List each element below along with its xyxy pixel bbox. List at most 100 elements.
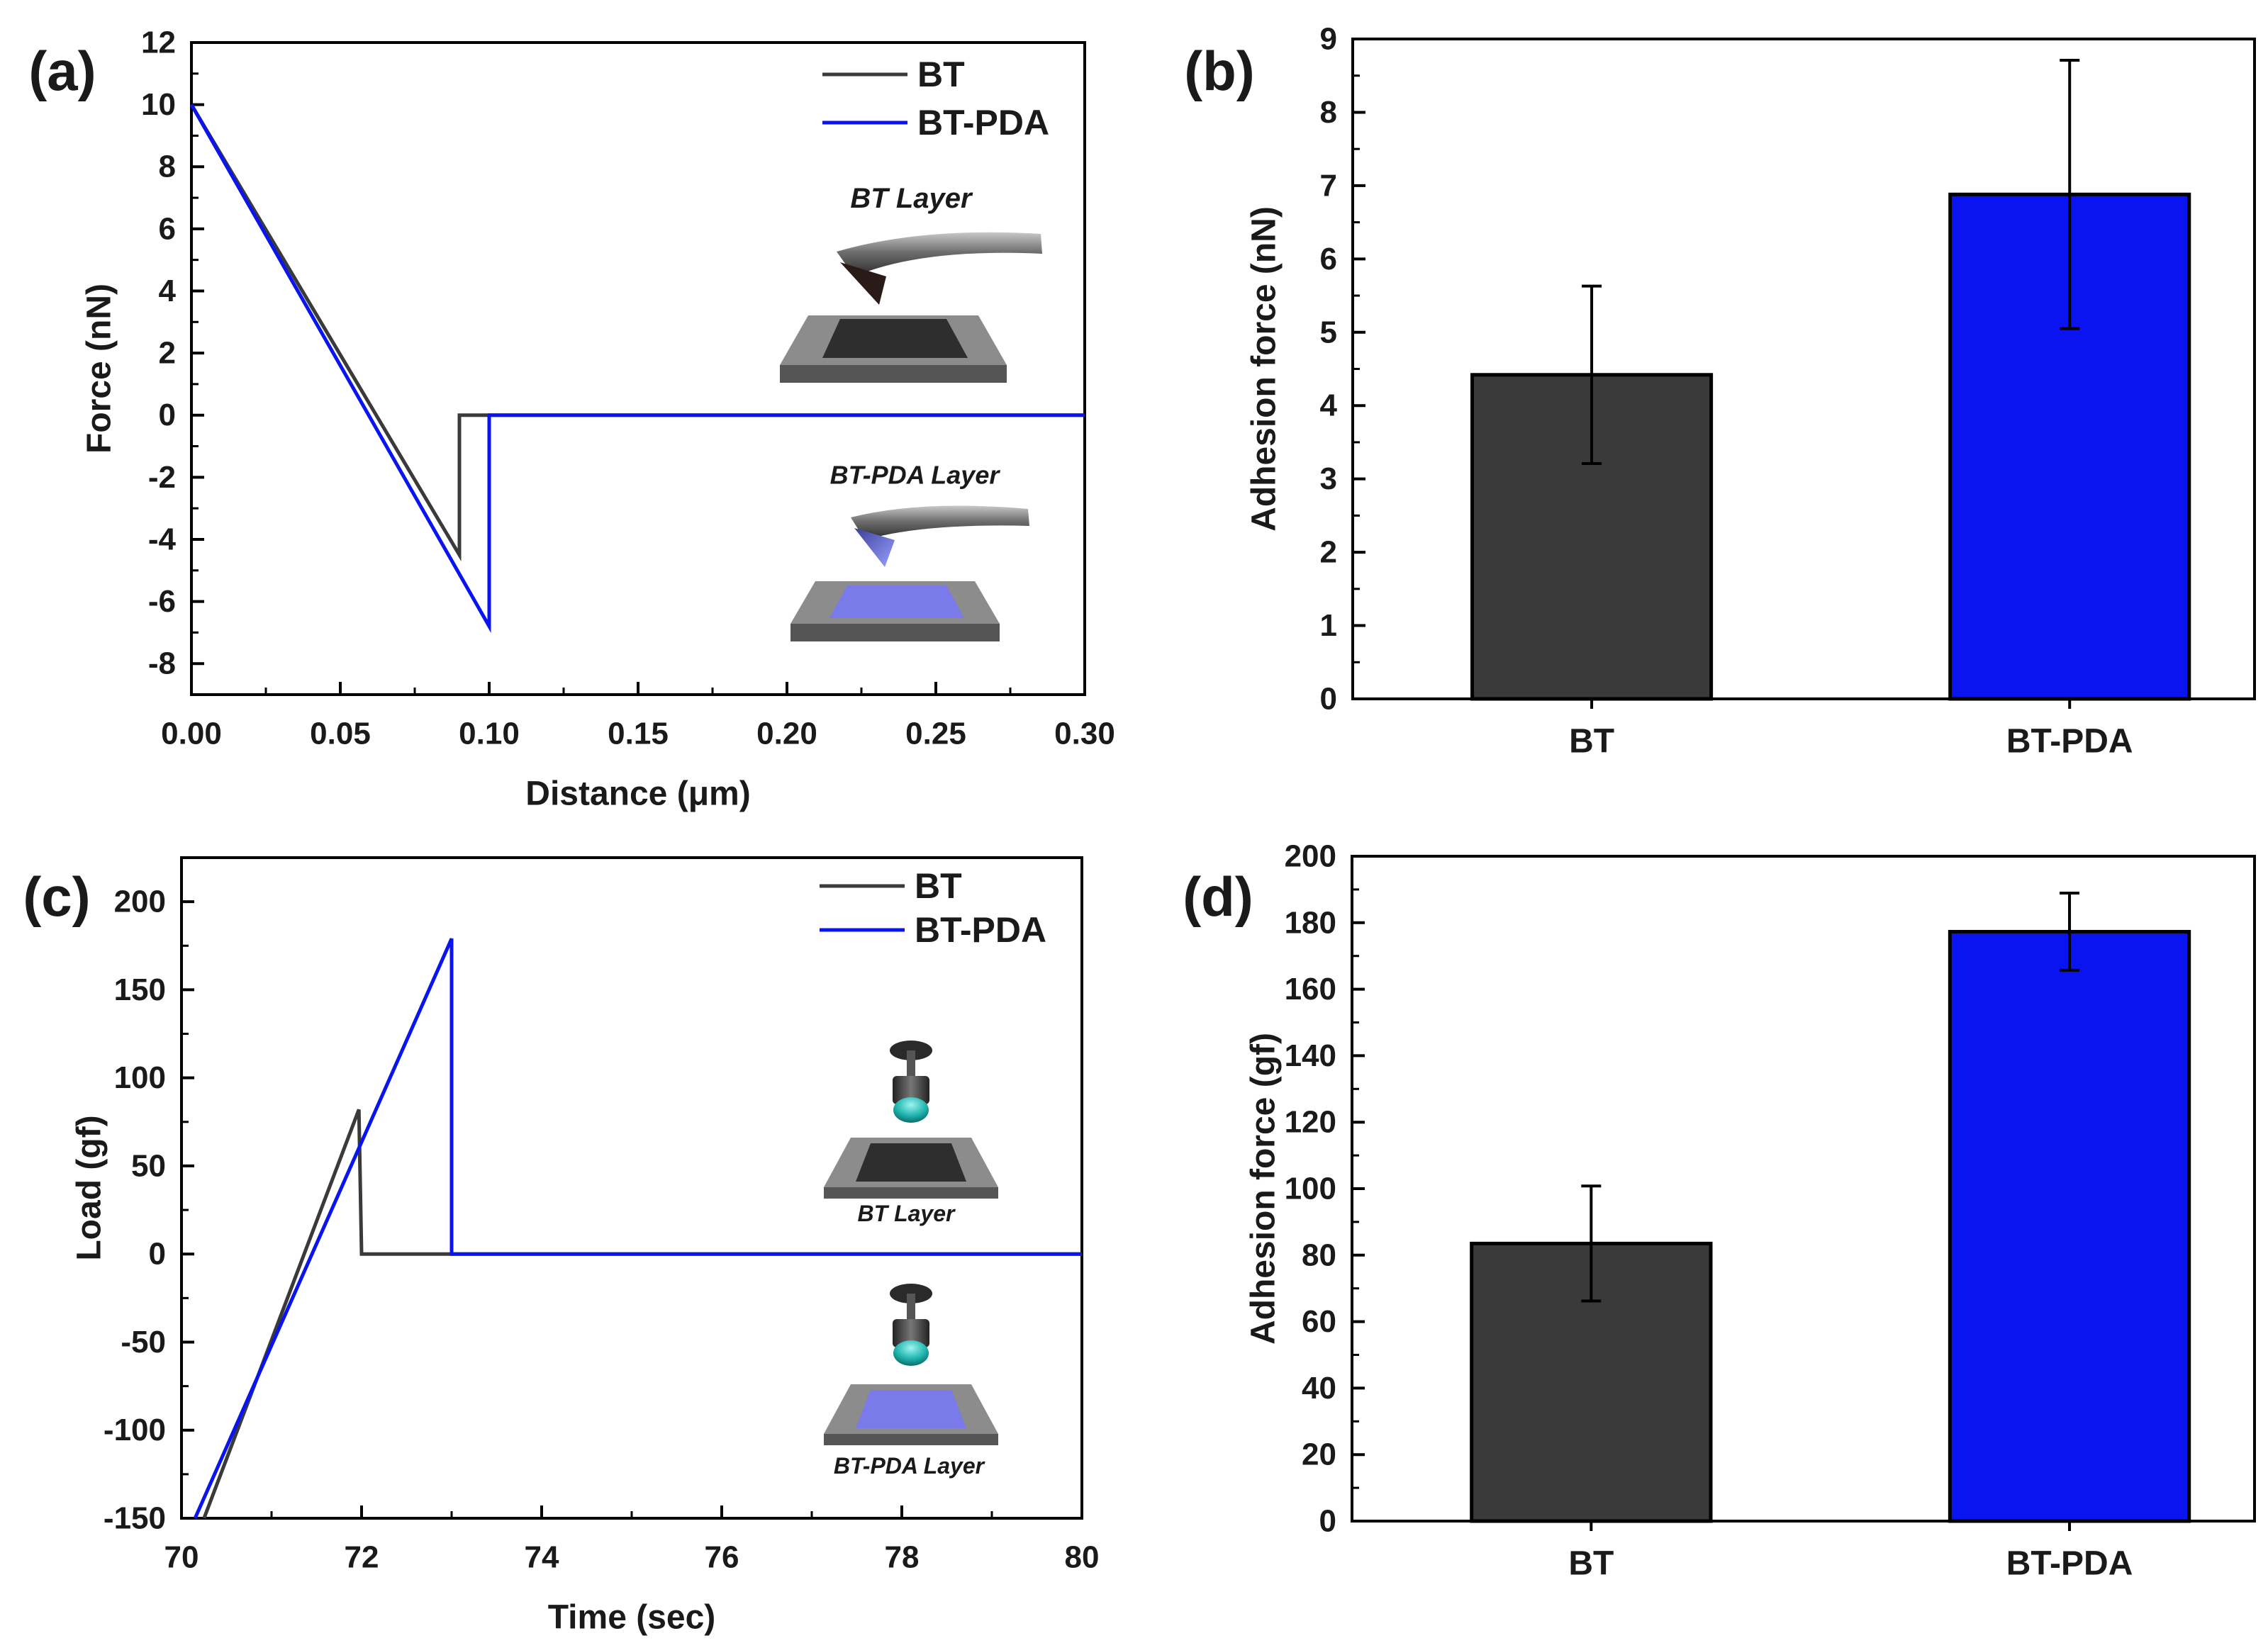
panel-label: (d): [1183, 865, 1253, 928]
probe-shaft: [907, 1050, 915, 1077]
y-tick-label: 6: [159, 211, 176, 246]
legend-label: BT-PDA: [915, 910, 1046, 950]
y-tick-label: 2: [159, 336, 176, 371]
bt-pda-film: [829, 585, 964, 618]
annotation-bt-pda-layer: BT-PDA Layer: [830, 461, 1001, 490]
x-axis-label: Time (sec): [548, 1599, 716, 1637]
y-tick-label: 4: [159, 274, 177, 308]
series-line-bt-pda: [193, 938, 1082, 1520]
probe-ball: [893, 1340, 929, 1366]
x-tick-label: 0.20: [756, 717, 817, 751]
x-category-label: BT-PDA: [2006, 1545, 2133, 1583]
substrate-base: [824, 1434, 998, 1445]
y-tick-label: 100: [1285, 1172, 1336, 1206]
y-tick-label: 1: [1320, 608, 1337, 643]
y-tick-label: 100: [114, 1060, 166, 1095]
y-tick-label: 8: [1320, 95, 1337, 130]
panel-label: (b): [1184, 40, 1255, 102]
y-axis-label: Adhesion force (gf): [1245, 1033, 1283, 1345]
panel-label: (a): [28, 40, 96, 102]
y-tick-label: 40: [1302, 1371, 1336, 1406]
legend-label: BT: [917, 55, 965, 94]
y-tick-label: 9: [1320, 22, 1337, 57]
substrate-base: [824, 1187, 998, 1199]
y-tick-label: 0: [1320, 682, 1337, 717]
bar-bt-pda: [1948, 929, 2191, 1523]
y-tick-label: 4: [1320, 388, 1338, 423]
x-tick-label: 0.10: [459, 717, 520, 751]
probe-shaft: [907, 1294, 915, 1320]
annotation-bt-pda-layer: BT-PDA Layer: [834, 1453, 985, 1479]
x-tick-label: 74: [525, 1540, 559, 1575]
y-tick-label: 150: [114, 972, 166, 1007]
y-axis-label: Load (gf): [71, 1115, 108, 1260]
y-tick-label: 0: [159, 398, 176, 432]
y-tick-label: 200: [1285, 839, 1336, 874]
y-tick-label: 12: [141, 26, 176, 60]
x-tick-label: 72: [345, 1540, 379, 1575]
x-category-label: BT: [1568, 1545, 1614, 1583]
probe-holder: [893, 1319, 929, 1347]
afm-tip: [840, 262, 886, 305]
probe-holder: [893, 1076, 929, 1104]
y-tick-label: 60: [1302, 1304, 1336, 1339]
afm-tip: [854, 528, 895, 567]
y-tick-label: 0: [149, 1237, 166, 1272]
panel-label: (c): [23, 865, 90, 928]
x-tick-label: 78: [885, 1540, 920, 1575]
y-tick-label: 50: [131, 1148, 166, 1183]
x-tick-label: 0.15: [608, 717, 669, 751]
panel-b: (b) 0 1 2 3 4 5 6 7 8 9 Adhesion force (nN) BT BT-PDA: [1184, 22, 2256, 761]
panel-d: (d) 0 20 40 60 80 100 120 140 160 180 200 Adhesion f…: [1183, 839, 2256, 1583]
panel-c: (c) 70 72 74 76 78 80 -150 -100 -50 0 50 100 150 200 Ti…: [23, 856, 1100, 1637]
y-tick-label: 20: [1302, 1437, 1336, 1472]
y-tick-label: 200: [114, 885, 166, 919]
x-tick-label: 70: [164, 1540, 199, 1575]
x-tick-label: 0.00: [161, 717, 222, 751]
y-tick-label: 7: [1320, 168, 1337, 203]
annotation-bt-layer: BT Layer: [858, 1201, 956, 1226]
y-tick-label: 6: [1320, 242, 1337, 276]
panel-a: (a) 0.00 0.05 0.10 0.15 0.20 0.25 0.30 -8 -6 -4 -2 0…: [28, 26, 1115, 813]
probe-ball: [893, 1097, 929, 1123]
afm-cantilever: [837, 232, 1042, 276]
y-axis-label: Adhesion force (nN): [1246, 206, 1283, 532]
y-tick-label: -2: [148, 460, 176, 495]
x-tick-label: 0.30: [1054, 717, 1115, 751]
bt-pda-film: [856, 1390, 966, 1428]
y-tick-label: 10: [141, 87, 176, 122]
bt-film: [822, 319, 968, 358]
y-tick-label: -4: [148, 522, 177, 556]
y-axis-label: Force (nN): [81, 284, 118, 454]
substrate-base: [780, 365, 1007, 383]
x-tick-label: 0.05: [310, 717, 371, 751]
legend-label: BT-PDA: [917, 103, 1049, 142]
y-tick-label: -50: [121, 1325, 166, 1359]
series-line-bt-pda: [189, 103, 1085, 634]
afm-cantilever: [851, 505, 1029, 540]
x-axis-label: Distance (μm): [525, 775, 750, 813]
x-tick-label: 0.25: [905, 717, 966, 751]
y-tick-label: -6: [148, 584, 176, 619]
x-tick-label: 76: [705, 1540, 739, 1575]
annotation-bt-layer: BT Layer: [850, 183, 973, 214]
y-tick-label: 140: [1285, 1038, 1336, 1073]
x-category-label: BT: [1569, 723, 1614, 761]
y-tick-label: 120: [1285, 1105, 1336, 1140]
substrate-base: [791, 624, 1000, 641]
y-tick-label: -150: [104, 1501, 166, 1536]
y-tick-label: 5: [1320, 315, 1337, 349]
y-tick-label: 8: [159, 150, 176, 184]
legend-label: BT: [915, 866, 962, 906]
bt-film: [856, 1143, 966, 1182]
y-tick-label: 3: [1320, 461, 1337, 496]
y-tick-label: 0: [1319, 1504, 1336, 1539]
y-tick-label: 160: [1285, 972, 1336, 1006]
x-category-label: BT-PDA: [2006, 723, 2133, 761]
y-tick-label: -8: [148, 646, 176, 681]
y-tick-label: 180: [1285, 905, 1336, 940]
y-tick-label: -100: [104, 1413, 166, 1447]
x-tick-label: 80: [1065, 1540, 1100, 1575]
y-tick-label: 80: [1302, 1238, 1336, 1272]
